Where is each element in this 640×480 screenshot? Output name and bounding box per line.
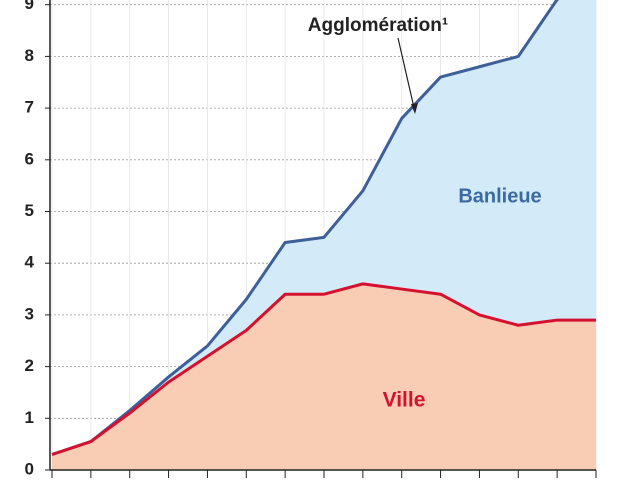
y-tick-label: 3 <box>25 304 34 323</box>
area <box>52 283 596 470</box>
y-tick-label: 1 <box>25 408 34 427</box>
axes: 0 1 2 3 4 5 6 7 8 9 <box>25 0 597 478</box>
arrow-head <box>411 103 418 114</box>
y-tick-label: 2 <box>25 356 34 375</box>
line <box>51 282 596 456</box>
y-tick-label: 6 <box>25 149 34 168</box>
series-label: Ville <box>383 389 426 412</box>
y-tick-label: 8 <box>25 46 34 65</box>
annotation-arrow <box>397 37 416 113</box>
y-tick-label: 0 <box>25 459 34 478</box>
y-tick-label: 5 <box>25 201 34 220</box>
y-tick-label: 9 <box>25 0 34 13</box>
area-label: Banlieue <box>458 185 541 207</box>
line <box>51 0 560 456</box>
y-tick-label: 7 <box>25 98 34 117</box>
y-tick-label: 4 <box>25 253 35 272</box>
plot-area <box>51 0 596 470</box>
series-label: Agglomération¹ <box>308 15 448 36</box>
